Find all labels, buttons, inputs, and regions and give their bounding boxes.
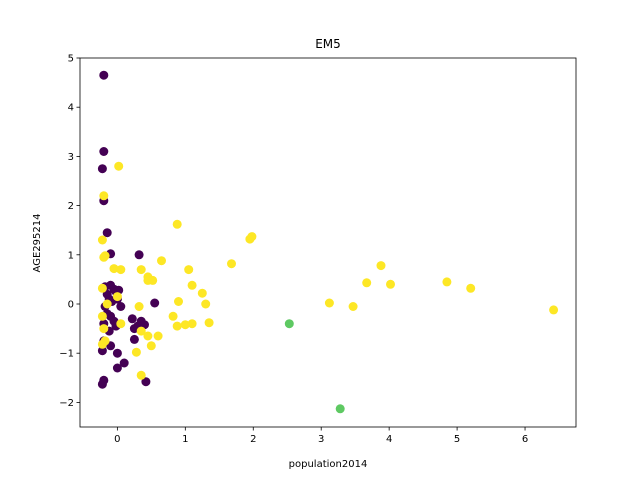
data-point <box>201 299 211 309</box>
data-point <box>187 319 197 329</box>
x-tick-label: 1 <box>182 434 188 445</box>
data-point <box>112 363 122 373</box>
plot-frame <box>79 57 577 428</box>
data-point <box>127 314 137 324</box>
data-point <box>172 321 182 331</box>
y-tick-label: −1 <box>59 349 74 360</box>
data-point <box>116 302 126 311</box>
data-point <box>99 191 109 201</box>
data-point <box>116 265 126 275</box>
data-point <box>335 404 345 414</box>
data-point <box>146 341 156 351</box>
data-point <box>99 147 109 156</box>
chart-title: EM5 <box>315 37 341 51</box>
data-point <box>114 161 124 171</box>
data-point <box>116 319 126 329</box>
data-point <box>284 319 294 329</box>
data-point <box>442 277 452 287</box>
data-point <box>157 256 166 266</box>
data-point <box>362 278 372 288</box>
data-point <box>466 283 476 293</box>
data-point <box>97 164 107 174</box>
data-point <box>247 232 257 242</box>
data-point <box>180 320 190 330</box>
data-point <box>97 235 107 245</box>
x-tick-label: 4 <box>386 434 392 445</box>
points-layer <box>97 70 559 414</box>
data-point <box>324 298 334 308</box>
y-axis-label: AGE295214 <box>32 214 43 273</box>
data-point <box>102 228 112 238</box>
y-tick-label: −2 <box>59 398 74 409</box>
x-axis-label: population2014 <box>289 459 368 470</box>
data-point <box>187 280 197 290</box>
data-point <box>150 298 160 308</box>
data-point <box>129 334 139 344</box>
data-point <box>184 265 194 275</box>
y-tick-label: 5 <box>68 54 74 65</box>
x-tick-label: 3 <box>318 434 324 445</box>
y-tick-label: 2 <box>68 201 74 212</box>
data-point <box>131 347 141 357</box>
x-axis-ticks: 0 1 2 3 4 5 6 <box>114 427 528 445</box>
data-point <box>348 302 358 311</box>
data-point <box>136 265 146 275</box>
data-point <box>376 261 386 271</box>
data-point <box>386 279 395 289</box>
data-point <box>109 264 119 274</box>
data-point <box>136 370 146 380</box>
y-tick-label: 1 <box>68 250 74 261</box>
data-point <box>153 331 163 341</box>
data-point <box>227 259 236 269</box>
data-point <box>102 299 112 309</box>
data-point <box>97 283 107 293</box>
data-point <box>134 302 144 311</box>
x-tick-label: 2 <box>250 434 256 445</box>
y-tick-label: 4 <box>68 103 74 114</box>
data-point <box>174 297 183 306</box>
data-point <box>97 311 107 321</box>
data-point <box>148 275 158 285</box>
data-point <box>141 377 151 387</box>
data-point <box>204 318 214 328</box>
y-tick-label: 3 <box>68 152 74 163</box>
data-point <box>197 288 207 298</box>
x-tick-label: 0 <box>114 434 120 445</box>
data-point <box>172 219 182 229</box>
data-point <box>143 331 153 341</box>
data-point <box>97 346 107 356</box>
data-point <box>99 324 109 334</box>
data-point <box>168 311 178 321</box>
data-point <box>100 336 110 346</box>
data-point <box>134 250 144 260</box>
y-axis-ticks: −2 −1 0 1 2 3 4 5 <box>59 54 80 409</box>
x-tick-label: 5 <box>454 434 460 445</box>
data-point <box>99 70 109 80</box>
data-point <box>549 305 559 315</box>
data-point <box>112 292 122 302</box>
data-point <box>136 326 146 336</box>
data-point <box>119 358 129 368</box>
y-tick-label: 0 <box>68 300 74 311</box>
data-point <box>97 379 107 389</box>
data-point <box>99 252 109 262</box>
x-tick-label: 6 <box>522 434 528 445</box>
data-point <box>112 348 122 358</box>
